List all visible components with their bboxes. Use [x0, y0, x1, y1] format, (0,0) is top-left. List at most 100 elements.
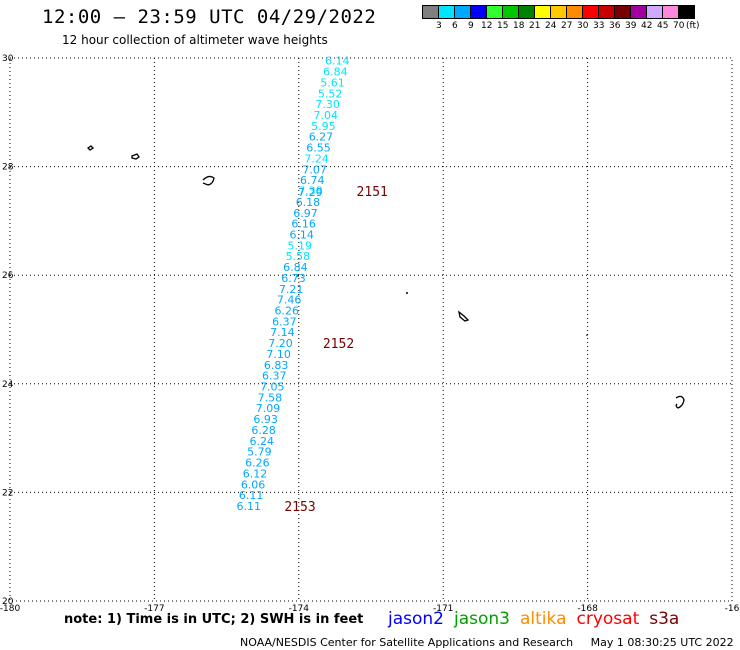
swh-label: 7.24	[304, 152, 329, 165]
swh-label: 6.84	[323, 66, 348, 79]
lon-tick-label: -171	[433, 604, 453, 614]
color-legend	[422, 5, 695, 19]
mission-legend: jason2 jason3 altika cryosat s3a	[388, 609, 689, 629]
swh-label: 6.06	[241, 478, 266, 491]
island-outlines	[86, 145, 685, 409]
swh-label: 7.14	[270, 326, 295, 339]
swh-label: 5.61	[320, 76, 345, 89]
legend-unit: (ft)	[686, 21, 700, 31]
swh-label: 7.29	[298, 186, 323, 199]
mission-label-s3a: s3a	[649, 609, 680, 629]
swh-label: 6.83	[264, 359, 289, 372]
island-outline	[675, 395, 685, 409]
swh-label: 7.07	[302, 163, 327, 176]
legend-label: 70	[673, 21, 685, 31]
legend-label: 15	[497, 21, 509, 31]
map-frame	[9, 57, 733, 602]
lon-tick-label: -180	[0, 604, 20, 614]
map-note: note: 1) Time is in UTC; 2) SWH is in fe…	[64, 612, 364, 627]
lat-tick-label: 20	[2, 597, 14, 607]
axis-tick-labels: -180 -177 -174 -171 -168 -16 30 28 26 24 22 20	[0, 54, 740, 614]
swh-label: 6.84	[283, 261, 308, 274]
swh-label: 6.11	[236, 500, 261, 513]
legend-label: 18	[513, 21, 525, 31]
lat-tick-label: 28	[2, 163, 14, 173]
legend-label: 36	[609, 21, 621, 31]
swh-label: 6.11	[239, 489, 264, 502]
swh-label: 5.79	[247, 446, 272, 459]
legend-swatch	[678, 5, 695, 19]
swh-label: 6.14	[289, 228, 314, 241]
lat-tick-label: 30	[2, 54, 14, 64]
time-label: 2153	[284, 500, 315, 515]
legend-label: 30	[577, 21, 589, 31]
legend-label: 33	[593, 21, 605, 31]
footer-credit: NOAA/NESDIS Center for Satellite Applica…	[240, 636, 574, 649]
swh-label: 7.21	[279, 283, 304, 296]
map-subtitle: 12 hour collection of altimeter wave hei…	[62, 33, 328, 47]
lon-tick-label: -174	[289, 604, 310, 614]
swh-label: 6.16	[291, 218, 316, 231]
swh-label: 6.18	[296, 196, 321, 209]
swh-label: 6.27	[309, 131, 334, 144]
island-outline	[458, 310, 470, 322]
swh-label: 5.95	[311, 120, 336, 133]
legend-label: 42	[641, 21, 653, 31]
legend-label: 21	[529, 21, 541, 31]
footer-timestamp: May 1 08:30:25 UTC 2022	[590, 636, 734, 649]
island-dot	[586, 334, 588, 336]
legend-label: 3	[436, 21, 442, 31]
lon-tick-label: -177	[144, 604, 164, 614]
swh-label: 6.14	[325, 55, 350, 68]
island-outline	[202, 175, 215, 186]
swh-label: 6.12	[243, 467, 268, 480]
color-legend-labels: 3 6 9 12 15 18 21 24 27 30 33 36 39 42 45 70 (ft)	[422, 21, 740, 33]
swh-label: 6.24	[249, 435, 274, 448]
legend-label: 12	[481, 21, 493, 31]
swh-label: 6.26	[245, 457, 270, 470]
time-label: 2151	[357, 185, 388, 200]
legend-label: 9	[468, 21, 474, 31]
mission-label-cryosat: cryosat	[576, 609, 640, 629]
swh-label: 7.10	[266, 348, 291, 361]
map-border	[9, 57, 733, 602]
swh-label: 7.09	[256, 402, 281, 415]
time-label: 2152	[323, 337, 354, 352]
island-dot	[297, 275, 299, 277]
legend-label: 27	[561, 21, 573, 31]
lat-tick-label: 24	[2, 380, 14, 390]
map-grid	[10, 58, 732, 601]
legend-label: 45	[657, 21, 669, 31]
legend-label: 6	[452, 21, 458, 31]
footer: NOAA/NESDIS Center for Satellite Applica…	[240, 636, 734, 649]
mission-label-jason2: jason2	[388, 609, 444, 629]
island-dot	[406, 292, 408, 294]
lon-tick-label: -16	[725, 604, 740, 614]
swh-label: 7.46	[277, 294, 302, 307]
swh-label: 7.38	[298, 184, 323, 197]
swh-label: 5.58	[286, 250, 311, 263]
mission-label-jason3: jason3	[454, 609, 510, 629]
legend-label: 39	[625, 21, 637, 31]
swh-label: 6.73	[281, 272, 306, 285]
swh-label: 6.93	[253, 413, 278, 426]
swh-label: 5.52	[318, 87, 343, 100]
swh-label: 6.74	[300, 174, 325, 187]
lat-tick-label: 26	[2, 271, 14, 281]
swh-label: 6.26	[275, 304, 300, 317]
swh-label: 7.20	[268, 337, 293, 350]
swh-label: 6.37	[272, 315, 297, 328]
swh-label: 6.97	[293, 207, 318, 220]
lon-tick-label: -168	[577, 604, 598, 614]
swh-label: 7.30	[315, 98, 340, 111]
altimeter-track: 6.146.845.615.527.307.045.956.276.557.24…	[236, 55, 387, 515]
island-outline	[131, 153, 140, 160]
lat-tick-label: 22	[2, 488, 13, 498]
swh-label: 7.58	[258, 391, 283, 404]
swh-label: 6.37	[262, 370, 287, 383]
mission-label-altika: altika	[520, 609, 567, 629]
map-title: 12:00 – 23:59 UTC 04/29/2022	[42, 6, 377, 28]
swh-label: 5.19	[288, 239, 313, 252]
island-outline	[86, 145, 95, 151]
